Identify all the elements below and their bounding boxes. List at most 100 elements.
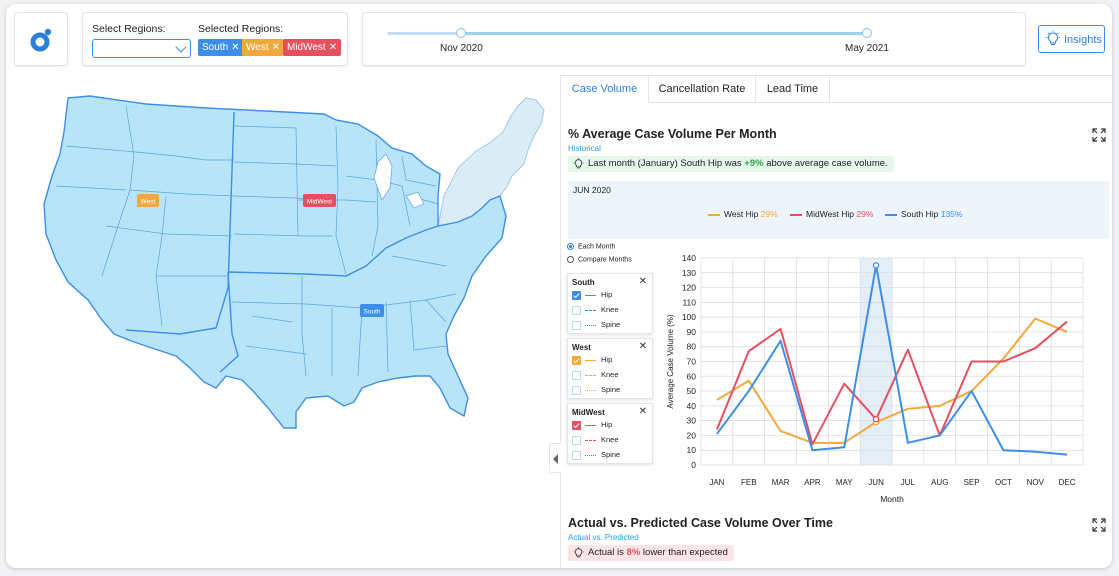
filter-card-midwest: MidWest ✕ Hip Knee Spine <box>567 403 653 464</box>
y-tick-label: 30 <box>687 416 697 426</box>
slider-end-label: May 2021 <box>845 43 889 54</box>
slider-start-handle[interactable] <box>456 28 466 38</box>
logo-card <box>14 12 68 66</box>
svg-text:MidWest: MidWest <box>307 199 332 206</box>
y-tick-label: 100 <box>682 312 696 322</box>
y-tick-label: 20 <box>687 430 697 440</box>
chip-south: South ✕ <box>198 39 244 56</box>
slider-range <box>461 32 867 35</box>
legend-month: JUN 2020 <box>573 185 611 195</box>
close-icon[interactable]: ✕ <box>638 341 647 352</box>
slider-start-label: Nov 2020 <box>440 43 483 54</box>
tab-case-volume[interactable]: Case Volume <box>561 76 649 103</box>
chip-label: MidWest <box>287 42 326 53</box>
region-border-south <box>219 271 239 373</box>
expand-icon[interactable] <box>1092 128 1106 142</box>
chevron-down-icon <box>175 41 187 53</box>
filter-region-name: West <box>572 343 591 352</box>
radio-each-month[interactable]: Each Month <box>567 243 615 250</box>
x-tick-label: SEP <box>964 478 980 487</box>
filter-south-spine[interactable]: Spine <box>572 320 620 330</box>
filter-card-west: West ✕ Hip Knee Spine <box>567 338 653 399</box>
chip-midwest: MidWest ✕ <box>283 39 342 56</box>
x-tick-label: JUL <box>901 478 916 487</box>
map-label-midwest[interactable]: MidWest <box>303 194 336 207</box>
chip-remove-icon[interactable]: ✕ <box>328 42 338 53</box>
lightbulb-icon <box>1046 30 1060 45</box>
filter-west-hip[interactable]: Hip <box>572 355 612 365</box>
section2-title: Actual vs. Predicted Case Volume Over Ti… <box>568 516 833 530</box>
region-dropdown[interactable] <box>92 39 191 58</box>
x-axis-label: Month <box>880 494 904 504</box>
x-tick-label: AUG <box>931 478 948 487</box>
select-regions-label: Select Regions: <box>92 23 166 35</box>
case-volume-line-chart: 0 10 20 30 40 50 60 70 80 90 100 110 120 130 140 JAN FEB… <box>666 253 1084 504</box>
x-tick-label: NOV <box>1027 478 1045 487</box>
close-icon[interactable]: ✕ <box>638 276 647 287</box>
close-icon[interactable]: ✕ <box>638 406 647 417</box>
filter-west-knee[interactable]: Knee <box>572 370 619 380</box>
y-tick-label: 110 <box>682 297 696 307</box>
section2-insight: Actual is 8% lower than expected <box>568 545 734 561</box>
expand-icon[interactable] <box>1092 518 1106 532</box>
chip-remove-icon[interactable]: ✕ <box>271 42 280 53</box>
x-tick-label: DEC <box>1059 478 1076 487</box>
chart-legend-bar: JUN 2020 West Hip 29% MidWest Hip 29% So… <box>568 181 1109 239</box>
y-tick-label: 0 <box>691 460 696 470</box>
region-selector: Select Regions: Selected Regions: South ✕… <box>82 12 348 66</box>
collapse-panel-button[interactable] <box>549 443 561 473</box>
y-tick-label: 140 <box>682 253 696 263</box>
x-tick-label: FEB <box>741 478 757 487</box>
filter-card-south: South ✕ Hip Knee Spine <box>567 273 653 334</box>
legend-item-west-hip: West Hip 29% <box>708 209 778 219</box>
section1-title: % Average Case Volume Per Month <box>568 127 777 141</box>
filter-midwest-spine[interactable]: Spine <box>572 450 620 460</box>
filter-west-spine[interactable]: Spine <box>572 385 620 395</box>
lightbulb-icon <box>573 546 584 558</box>
filter-midwest-knee[interactable]: Knee <box>572 435 619 445</box>
filter-south-hip[interactable]: Hip <box>572 290 612 300</box>
logo-icon <box>30 28 52 52</box>
map-label-west[interactable]: West <box>137 194 159 207</box>
x-tick-label: JUN <box>868 478 884 487</box>
radio-compare-months[interactable]: Compare Months <box>567 256 632 263</box>
region-selected[interactable] <box>43 95 507 429</box>
x-tick-label: JAN <box>709 478 724 487</box>
chip-remove-icon[interactable]: ✕ <box>231 42 240 53</box>
analytics-panel: Case Volume Cancellation Rate Lead Time … <box>549 75 1112 568</box>
filter-south-knee[interactable]: Knee <box>572 305 619 315</box>
x-tick-label: MAY <box>836 478 853 487</box>
tab-cancellation-rate[interactable]: Cancellation Rate <box>649 76 756 103</box>
section1-subtitle: Historical <box>568 144 601 153</box>
insights-label: Insights <box>1064 34 1102 46</box>
y-tick-label: 130 <box>682 268 696 278</box>
y-tick-label: 50 <box>687 386 697 396</box>
filter-region-name: South <box>572 278 595 287</box>
map-pane: West MidWest South <box>6 76 559 568</box>
us-map: West MidWest South <box>43 95 545 429</box>
series-line-midwest-hip <box>715 320 1068 446</box>
slider-end-handle[interactable] <box>862 28 872 38</box>
svg-text:West: West <box>141 199 156 206</box>
section1-insight: Last month (January) South Hip was +9% a… <box>568 156 894 172</box>
x-tick-label: MAR <box>772 478 790 487</box>
legend-item-south-hip: South Hip 135% <box>885 209 962 219</box>
filter-midwest-hip[interactable]: Hip <box>572 420 612 430</box>
tab-lead-time[interactable]: Lead Time <box>756 76 830 103</box>
y-tick-label: 70 <box>687 357 697 367</box>
insights-button[interactable]: Insights <box>1038 25 1105 53</box>
y-axis-label: Average Case Volume (%) <box>666 314 675 408</box>
selected-regions-label: Selected Regions: <box>198 23 284 35</box>
map-label-south[interactable]: South <box>360 304 384 317</box>
series-line-west-hip <box>716 317 1068 444</box>
state-lines <box>55 105 457 377</box>
great-lakes <box>373 153 393 201</box>
chip-label: West <box>246 42 269 53</box>
x-tick-label: OCT <box>995 478 1012 487</box>
lightbulb-icon <box>573 157 584 169</box>
insight-text: lower than expected <box>640 547 728 558</box>
svg-text:South: South <box>364 309 381 316</box>
insight-text: Last month (January) South Hip was <box>588 158 745 169</box>
series-point-south-hip <box>872 262 880 269</box>
great-lakes <box>405 191 425 209</box>
